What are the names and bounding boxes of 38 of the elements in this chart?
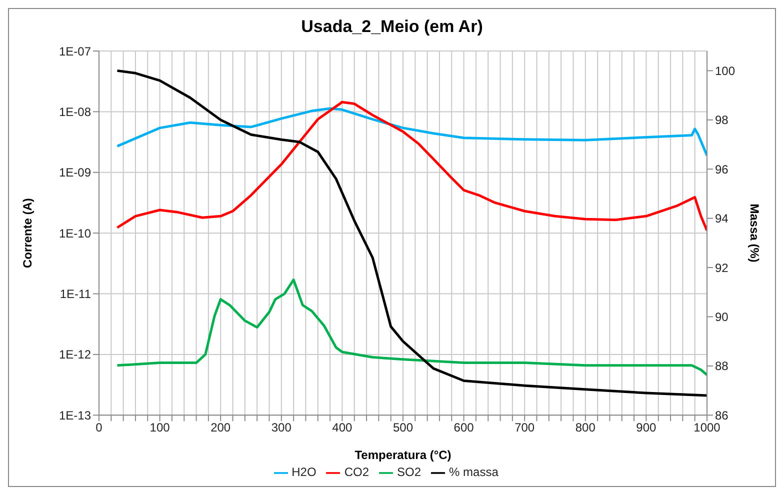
x-tick-label: 900 bbox=[636, 420, 657, 435]
chart-title: Usada_2_Meio (em Ar) bbox=[300, 16, 484, 38]
y2-axis-title: Massa (%) bbox=[748, 204, 762, 262]
y2-tick-label: 86 bbox=[715, 408, 729, 422]
y2-tick-label: 100 bbox=[715, 64, 736, 78]
x-tick-label: 300 bbox=[271, 420, 292, 435]
line-series bbox=[116, 107, 707, 157]
x-tick-label: 0 bbox=[96, 420, 103, 435]
x-axis-title: Temperatura (°C) bbox=[354, 448, 452, 462]
x-tick-label: 200 bbox=[210, 420, 231, 435]
legend-label: H2O bbox=[292, 465, 316, 480]
x-tick-label: 600 bbox=[454, 420, 474, 435]
y2-tick-label: 98 bbox=[715, 113, 729, 128]
line-series bbox=[116, 100, 707, 232]
legend-label: % massa bbox=[449, 465, 498, 480]
x-tick-label: 800 bbox=[575, 420, 596, 435]
y2-tick-label: 96 bbox=[715, 162, 729, 176]
legend-label: SO2 bbox=[397, 465, 422, 480]
y-tick-label: 1E-08 bbox=[58, 104, 92, 119]
y-tick-label: 1E-13 bbox=[58, 408, 92, 422]
line-series bbox=[116, 278, 707, 376]
y2-tick-label: 90 bbox=[715, 310, 729, 324]
y-tick-label: 1E-12 bbox=[58, 348, 92, 362]
y-tick-label: 1E-10 bbox=[58, 226, 92, 240]
y-tick-label: 1E-07 bbox=[58, 44, 92, 58]
legend-label: CO2 bbox=[344, 465, 369, 480]
x-tick-label: 500 bbox=[392, 420, 414, 435]
y2-tick-label: 94 bbox=[715, 212, 729, 226]
x-tick-label: 400 bbox=[332, 420, 353, 435]
x-tick-label: 100 bbox=[150, 420, 170, 435]
y2-tick-label: 88 bbox=[715, 359, 729, 374]
y-tick-label: 1E-11 bbox=[60, 287, 92, 302]
x-tick-label: 1000 bbox=[694, 420, 721, 435]
x-tick-label: 700 bbox=[514, 420, 535, 435]
line-series bbox=[116, 69, 707, 397]
y2-tick-label: 92 bbox=[715, 260, 729, 275]
y-tick-label: 1E-09 bbox=[58, 166, 92, 180]
y-axis-title: Corrente (A) bbox=[20, 198, 34, 268]
